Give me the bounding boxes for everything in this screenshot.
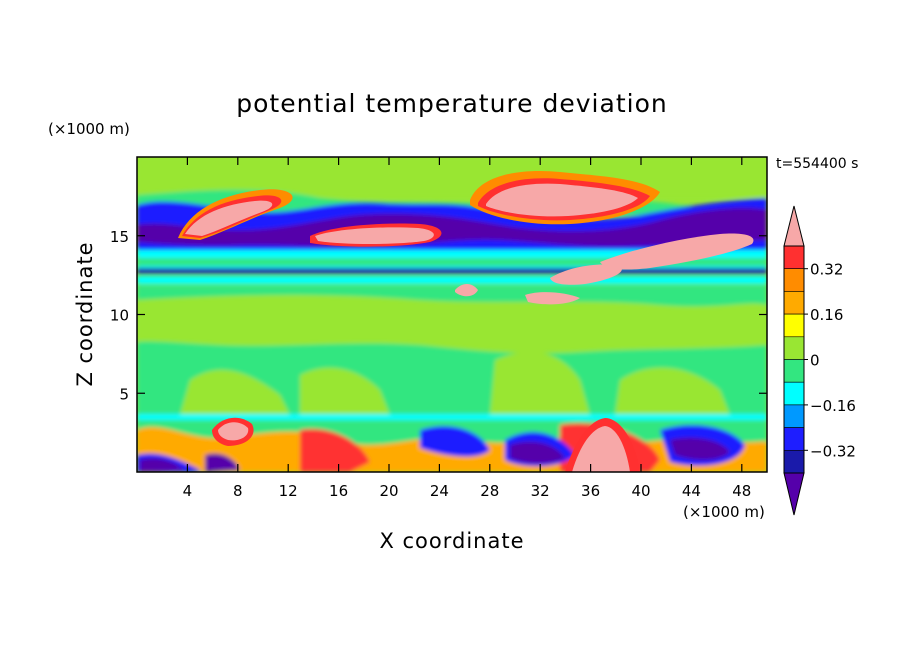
colorbar: 0.32 0.16 0 −0.16 −0.32 [783,205,856,516]
x-unit-label: (×1000 m) [683,503,765,521]
colorbar-label: 0.32 [810,261,843,279]
field-lower-patch [180,351,730,415]
colorbar-segment [783,381,805,406]
colorbar-segment [783,313,805,338]
field-middle-patch [137,295,767,354]
colorbar-segment [783,359,805,383]
x-axis-ticks: 4 8 12 16 20 24 28 32 36 40 44 48 [183,157,751,500]
field-lower-cyan [137,414,767,420]
plot-area [137,157,767,472]
field-upper-purple [137,208,767,247]
colorbar-segment [783,404,805,428]
colorbar-segment [783,291,805,315]
field-lower-blue [137,425,745,472]
field-green-strip [137,258,767,266]
colorbar-label: −0.32 [810,442,856,460]
field-cyan-strip [137,276,767,284]
colorbar-segment [783,245,805,270]
y-tick-label: 15 [110,228,129,246]
x-tick-label: 32 [531,482,550,500]
field-blue-strip [137,268,767,274]
field-core-pink-4 [600,233,754,270]
colorbar-segment [783,449,805,474]
x-tick-label: 28 [480,482,499,500]
field-core-pink-5 [455,264,622,305]
colorbar-bottom-arrow [783,472,805,516]
x-tick-label: 16 [329,482,348,500]
chart-title: potential temperature deviation [236,89,667,118]
x-tick-label: 24 [430,482,449,500]
x-tick-label: 4 [183,482,193,500]
colorbar-label: 0.16 [810,306,843,324]
x-tick-label: 20 [379,482,398,500]
colorbar-top-arrow [783,205,805,247]
field-core-pink-2 [315,227,434,244]
x-tick-label: 44 [682,482,701,500]
x-tick-label: 40 [631,482,650,500]
x-tick-label: 12 [279,482,298,500]
x-tick-label: 36 [581,482,600,500]
colorbar-segment [783,336,805,360]
field-core-pink-3 [486,183,638,217]
time-label: t=554400 s [776,156,858,172]
field-core-pink-7 [572,426,630,472]
y-axis-title: Z coordinate [73,241,97,386]
colorbar-segment [783,427,805,451]
colorbar-label: −0.16 [810,397,856,415]
warm-cores [178,170,754,472]
y-tick-label: 10 [110,307,129,325]
colorbar-label: 0 [810,352,820,370]
colorbar-segment [783,268,805,292]
y-tick-label: 5 [119,385,129,403]
y-axis-ticks: 5 10 15 [110,228,767,403]
field-core-pink-1 [185,200,273,236]
x-tick-label: 8 [233,482,243,500]
y-unit-label: (×1000 m) [48,120,130,138]
field-core-pink-9 [218,422,249,441]
x-tick-label: 48 [732,482,751,500]
field-lower-purple [140,437,730,472]
x-axis-title: X coordinate [379,529,524,553]
